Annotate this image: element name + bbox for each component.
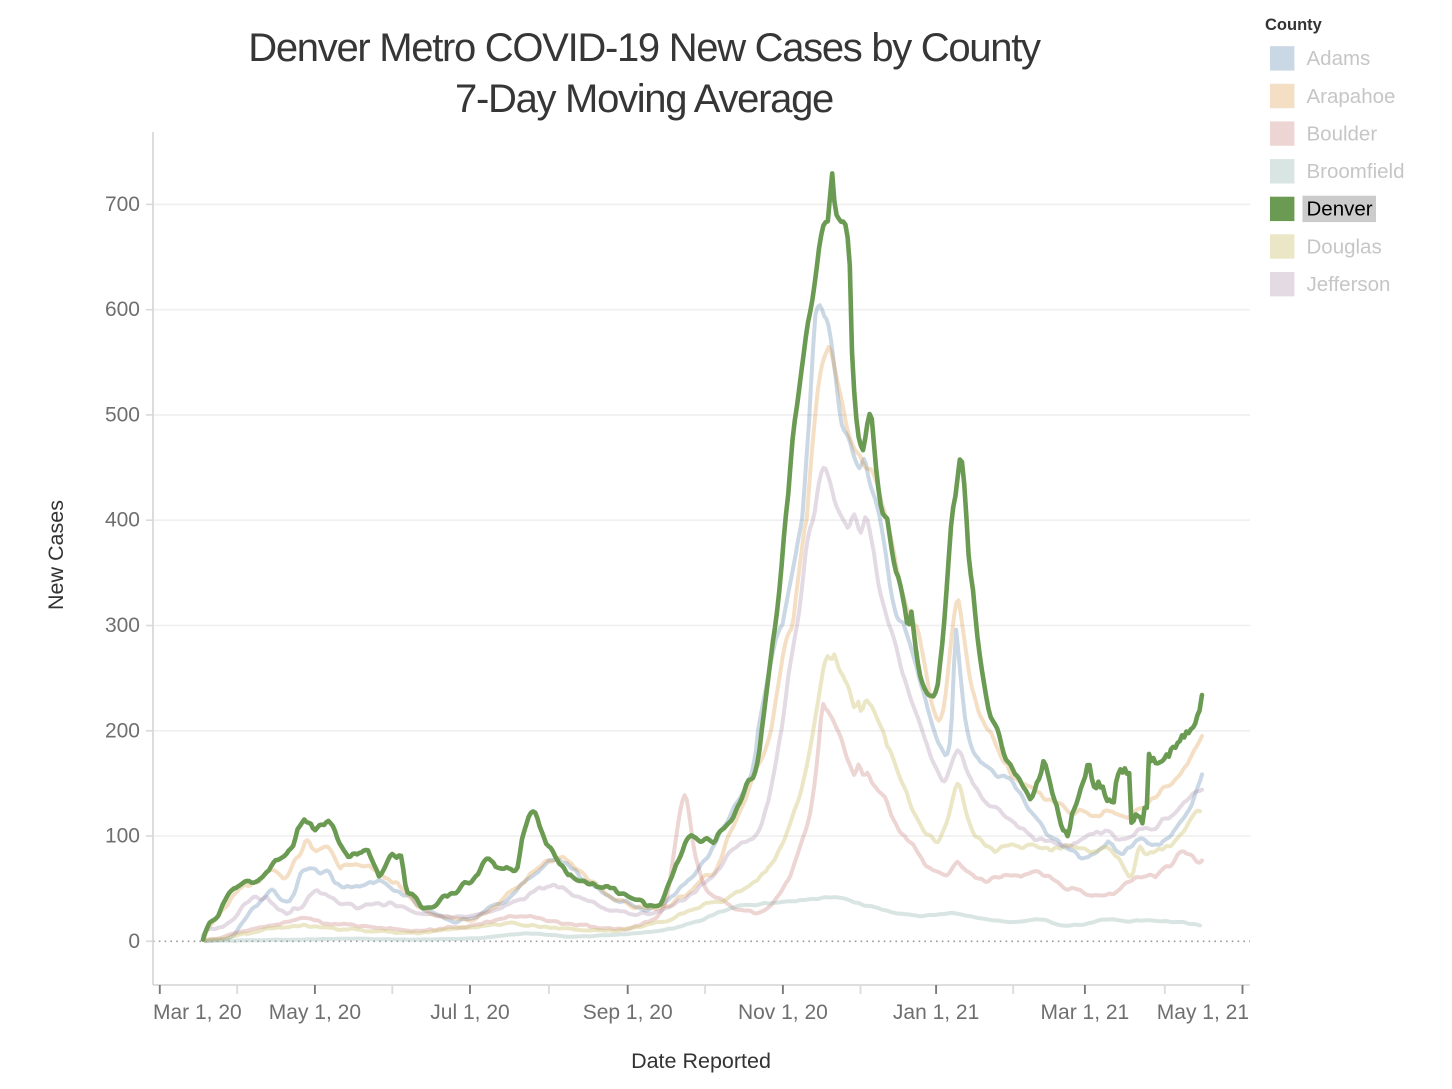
svg-text:Jan 1, 21: Jan 1, 21	[893, 1001, 979, 1024]
svg-text:Adams: Adams	[1307, 47, 1371, 70]
svg-text:Nov 1, 20: Nov 1, 20	[738, 1001, 828, 1024]
svg-text:Jul 1, 20: Jul 1, 20	[430, 1001, 509, 1024]
svg-text:County: County	[1265, 16, 1323, 34]
svg-text:Arapahoe: Arapahoe	[1307, 85, 1396, 108]
svg-text:May 1, 21: May 1, 21	[1157, 1001, 1249, 1024]
svg-text:Douglas: Douglas	[1307, 235, 1382, 258]
svg-text:Sep 1, 20: Sep 1, 20	[583, 1001, 673, 1024]
svg-text:Denver Metro COVID-19 New Case: Denver Metro COVID-19 New Cases by Count…	[248, 26, 1041, 70]
svg-text:Broomfield: Broomfield	[1307, 160, 1405, 183]
svg-text:Jefferson: Jefferson	[1307, 273, 1391, 296]
svg-text:Denver: Denver	[1307, 198, 1373, 221]
svg-text:300: 300	[105, 614, 140, 637]
svg-text:New Cases: New Cases	[44, 500, 68, 610]
svg-text:Boulder: Boulder	[1307, 122, 1378, 145]
svg-text:700: 700	[105, 193, 140, 216]
svg-text:200: 200	[105, 719, 140, 742]
svg-text:Mar 1, 21: Mar 1, 21	[1041, 1001, 1130, 1024]
svg-text:0: 0	[128, 930, 140, 953]
svg-text:600: 600	[105, 298, 140, 321]
svg-text:Date Reported: Date Reported	[631, 1049, 771, 1073]
svg-text:100: 100	[105, 825, 140, 848]
svg-text:500: 500	[105, 403, 140, 426]
svg-text:May 1, 20: May 1, 20	[269, 1001, 361, 1024]
svg-text:Mar 1, 20: Mar 1, 20	[153, 1001, 242, 1024]
svg-text:400: 400	[105, 509, 140, 532]
svg-text:7-Day Moving Average: 7-Day Moving Average	[455, 77, 833, 121]
